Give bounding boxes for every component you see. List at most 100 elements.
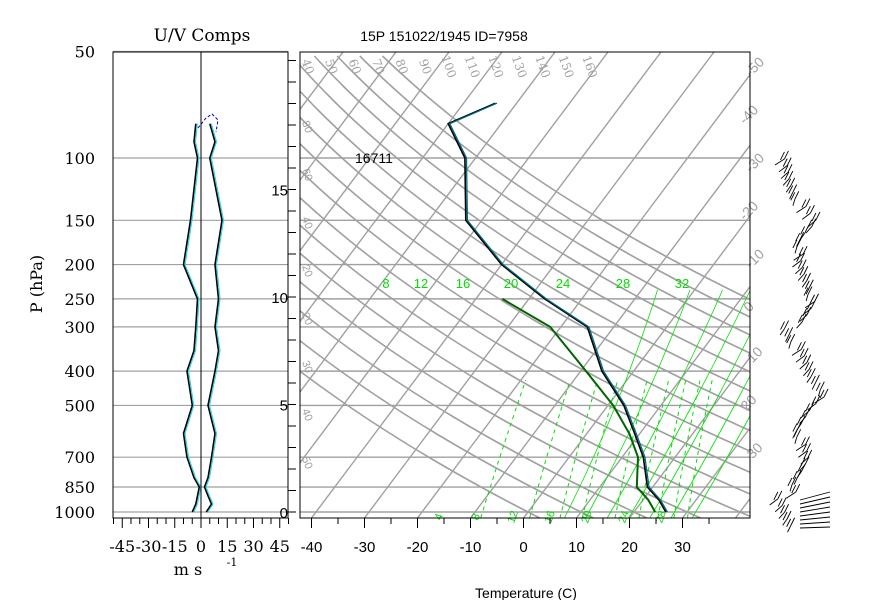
dry-adiabat [300, 309, 648, 518]
wind-barb-staff [786, 491, 796, 499]
wind-barb-staff [789, 484, 793, 492]
skewt-x-tick-label: 20 [621, 539, 638, 556]
height-tick-label: 5 [280, 398, 288, 415]
wind-barb-flag [787, 477, 793, 487]
skewt-x-tick-label: 0 [519, 539, 527, 556]
wind-barb-staff [792, 199, 796, 206]
dry-adiabat-label: 70 [369, 57, 387, 76]
wind-barb-staff [778, 165, 788, 173]
mixing-ratio-label: 16 [456, 276, 470, 291]
skewt-x-tick-label: -40 [301, 539, 323, 556]
dry-adiabat [300, 169, 750, 453]
wind-barb-flag [806, 301, 812, 310]
wind-barb-staff [795, 355, 805, 363]
wind-barb-staff [799, 511, 831, 517]
dry-adiabat [300, 90, 750, 392]
wind-barb-staff [774, 158, 785, 166]
dewpoint-grid-label: 30 [743, 439, 765, 461]
dewpoint-grid-label: -50 [742, 54, 768, 80]
uv-x-axis-label-exponent: -1 [227, 556, 238, 569]
wind-barb-flag [814, 374, 820, 384]
wind-barb-flag [802, 307, 808, 317]
skewt-axis-ticks [288, 60, 710, 528]
wind-barb-staff [799, 516, 831, 521]
moist-adiabat [606, 289, 723, 518]
wind-barb-staff [792, 260, 801, 268]
wind-barb-flag [792, 239, 798, 249]
wind-barb-flag [806, 272, 811, 282]
isotherm [300, 52, 344, 111]
wind-barb-flag [790, 517, 796, 526]
mixing-ratio-label: 8 [382, 276, 389, 291]
wind-barb-flag [790, 192, 796, 201]
wind-barb-flag [800, 252, 806, 262]
dry-adiabat [300, 339, 594, 518]
skewt-x-tick-label: 10 [568, 539, 585, 556]
isotherm [300, 52, 397, 182]
wind-barb-flag [810, 367, 816, 377]
theta-edge-label: 20 [299, 311, 314, 327]
wind-barb-flag [804, 362, 810, 371]
moist-adiabat [585, 289, 691, 518]
uv-x-tick-label: 30 [243, 537, 263, 556]
isotherm [300, 52, 556, 394]
uv-y-axis-label: P (hPa) [27, 255, 46, 313]
moist-adiabat-label: 8 [469, 512, 482, 522]
theta-edge-label: 40 [299, 407, 314, 423]
wind-barb-flag [787, 164, 793, 173]
wind-barb-flag [784, 320, 789, 329]
wind-barb-flag [788, 185, 794, 194]
skewt-panel-frame [299, 51, 751, 519]
dry-adiabat-label: 90 [416, 57, 434, 76]
dry-adiabat [300, 252, 750, 518]
wind-barb-staff [799, 521, 831, 525]
wind-barb-flag [796, 469, 802, 479]
moist-adiabat-label: 16 [542, 509, 557, 525]
wind-barb-staff [795, 444, 806, 451]
wind-barb-staff [801, 212, 811, 220]
dry-adiabat-label: 80 [393, 57, 411, 76]
uv-pressure-tick-label: 150 [64, 211, 95, 230]
uv-x-tick-label: -45 [109, 537, 135, 556]
height-tick-label: 10 [271, 290, 288, 307]
temperature-profile [447, 102, 667, 513]
dewpoint-profile [501, 298, 657, 513]
wind-barb-staff [801, 280, 807, 288]
uv-pressure-tick-label: 250 [64, 290, 95, 309]
wind-barb-flag [808, 361, 814, 370]
mixing-ratio-label: 28 [616, 276, 630, 291]
uv-pressure-tick-label: 100 [64, 149, 95, 168]
wind-barb-staff [787, 525, 792, 533]
wind-barb-flag [792, 423, 798, 432]
wind-barb-flag [777, 490, 783, 500]
wind-barb-flag [782, 511, 788, 521]
wind-barb-staff [805, 287, 810, 295]
wind-barb-flag [796, 429, 802, 438]
wind-barb-flag [804, 408, 810, 418]
wind-barb-flag [790, 177, 796, 186]
wind-barb-flag [802, 273, 807, 283]
wind-barb-flag [791, 476, 797, 486]
wind-barb-flag [804, 456, 810, 465]
wind-barb-flag [805, 436, 810, 445]
wind-barb-flag [800, 415, 806, 424]
wind-barb-staff [799, 314, 808, 322]
isotherm [681, 426, 750, 518]
mixing-ratio-label: 12 [414, 276, 428, 291]
dry-adiabat [359, 55, 750, 318]
moist-adiabat-label: 24 [616, 509, 631, 525]
uv-panel-title: U/V Comps [154, 26, 251, 46]
wind-barb-staff [794, 246, 798, 254]
dry-adiabat-label: 100 [438, 53, 459, 79]
wind-barb-flag [780, 321, 785, 330]
wind-barb-flag [773, 491, 779, 501]
uv-pressure-tick-label: 700 [64, 448, 95, 467]
wind-barb-flag [783, 165, 789, 174]
height-label: 16711 [355, 150, 393, 166]
uv-pressure-tick-label: 300 [64, 318, 95, 337]
wind-barb-flag [803, 266, 809, 275]
wind-barb-staff [811, 382, 816, 390]
wind-barb-flag [800, 409, 806, 419]
dry-adiabat-label: 150 [556, 53, 577, 79]
dry-adiabat [300, 142, 750, 432]
